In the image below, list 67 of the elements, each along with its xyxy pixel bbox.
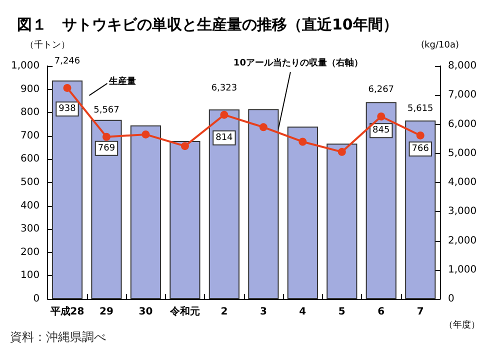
bar	[287, 126, 318, 299]
point	[142, 130, 150, 138]
bar	[248, 109, 279, 299]
bar	[91, 120, 122, 299]
point	[259, 123, 268, 132]
point	[63, 84, 72, 92]
x-tick-label: 6	[378, 306, 385, 318]
bar	[208, 109, 240, 299]
text: 10アール当たりの収量（右軸）	[233, 58, 363, 69]
bar	[326, 144, 358, 299]
data-label: 5,615	[408, 104, 434, 114]
data-label: 6,323	[211, 83, 238, 94]
chart-title: 図１ サトウキビの単収と生産量の推移（直近10年間）	[17, 16, 398, 34]
point	[338, 148, 346, 156]
y-tick-label: 100	[20, 270, 40, 282]
x-tick-label: 29	[100, 306, 114, 318]
y2-tick-label: 1,000	[448, 264, 477, 276]
y2-tick-label: 5,000	[448, 148, 477, 159]
y-tick-label: 900	[20, 84, 40, 95]
x-tick-label: 30	[138, 306, 153, 318]
y2-tick-label: 8,000	[448, 60, 477, 72]
bar	[366, 102, 396, 299]
y2-tick-label: 4,000	[448, 177, 477, 188]
y2-axis-title: (kg/10a)	[421, 40, 459, 50]
x-tick-label: 7	[416, 306, 424, 318]
y-tick-label: 600	[20, 154, 40, 165]
data-label: 6,267	[368, 84, 394, 95]
y2-tick-label: 7,000	[448, 90, 477, 101]
data-label: 845	[372, 126, 390, 136]
x-tick-label: 3	[260, 306, 267, 318]
y-tick-label: 0	[33, 294, 40, 304]
x-tick-label: 令和元	[168, 306, 200, 318]
data-label: 814	[216, 132, 234, 143]
point	[102, 132, 110, 141]
y2-tick-label: 6,000	[448, 118, 477, 130]
point	[298, 138, 307, 146]
bar	[405, 120, 436, 299]
data-label: 5,567	[94, 105, 120, 116]
y-tick-label: 200	[20, 246, 40, 258]
y-tick-label: 400	[20, 200, 40, 212]
text: 資料：沖縄県調べ	[10, 330, 106, 344]
y-tick-label: 300	[20, 224, 40, 235]
x-tick-label: 5	[338, 306, 346, 318]
point	[377, 112, 386, 120]
y-tick-label: 1,000	[10, 60, 40, 72]
x-tick-label: 2	[220, 306, 228, 318]
point	[180, 142, 189, 150]
x-axis-title: （年度）	[444, 320, 480, 330]
text: 生産量	[108, 76, 136, 87]
y-tick-label: 800	[20, 107, 40, 118]
point	[416, 131, 424, 140]
data-label: 769	[98, 143, 116, 154]
data-label: 938	[58, 104, 76, 114]
x-tick-label: 4	[299, 306, 306, 318]
y2-tick-label: 2,000	[448, 235, 477, 246]
point	[220, 110, 228, 119]
bar	[170, 141, 200, 299]
bar	[52, 80, 83, 299]
y-tick-label: 700	[20, 130, 40, 142]
bar	[130, 125, 162, 299]
data-label: 766	[412, 144, 430, 154]
data-label: 7,246	[54, 56, 80, 66]
y-axis-title: （千トン）	[25, 40, 70, 50]
y-tick-label: 500	[20, 177, 40, 188]
x-tick-label: 平成28	[49, 306, 84, 318]
y2-tick-label: 3,000	[448, 206, 477, 218]
y2-tick-label: 0	[448, 294, 454, 304]
